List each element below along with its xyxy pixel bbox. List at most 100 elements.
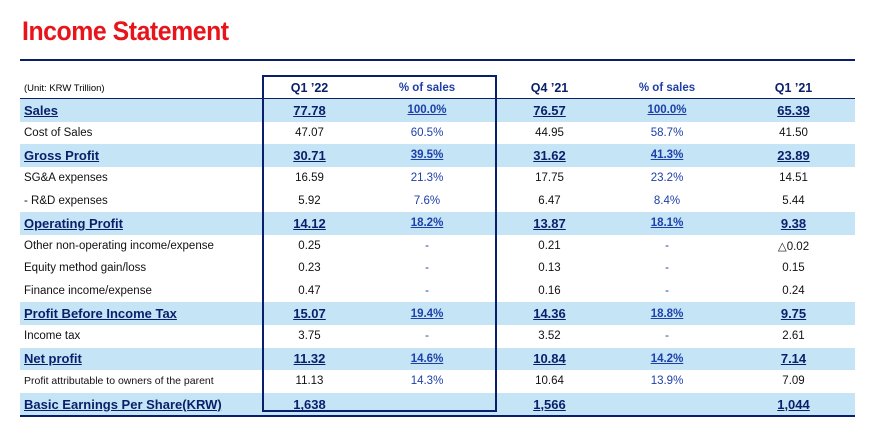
row-value: 3.52 xyxy=(538,330,561,343)
row-value xyxy=(602,392,732,418)
col-header-pct-q1-22: % of sales xyxy=(357,78,497,99)
row-value: 14.36 xyxy=(497,302,602,325)
page-title: Income Statement xyxy=(22,16,229,46)
row-value: 1,566 xyxy=(497,392,602,418)
row-value: - xyxy=(665,239,669,252)
row-value: 3.75 xyxy=(298,330,321,343)
row-value: 100.0% xyxy=(357,98,497,122)
row-label: Equity method gain/loss xyxy=(24,262,147,275)
col-header-q1-21: Q1 ’21 xyxy=(732,78,855,99)
table-row: Basic Earnings Per Share(KRW) 1,638 1,566 1… xyxy=(20,392,855,418)
row-value: - xyxy=(665,330,669,343)
row-value: 30.71 xyxy=(262,144,357,167)
table-row: Net profit 11.32 14.6% 10.84 14.2% 7.14 xyxy=(20,347,855,371)
row-value: 7.14 xyxy=(732,347,855,371)
row-value: 11.32 xyxy=(262,347,357,371)
table-row: - R&D expenses 5.92 7.6% 6.47 8.4% 5.44 xyxy=(20,189,855,212)
row-value: - xyxy=(665,262,669,275)
row-value: 9.75 xyxy=(732,302,855,325)
row-value: 14.3% xyxy=(410,375,444,388)
table-row: Operating Profit 14.12 18.2% 13.87 18.1% 9.38 xyxy=(20,211,855,235)
row-value: 18.8% xyxy=(602,302,732,325)
row-label: Profit attributable to owners of the par… xyxy=(24,375,214,388)
header-row: (Unit: KRW Trillion) Q1 ’22 % of sales Q… xyxy=(20,78,855,99)
row-value: 65.39 xyxy=(732,98,855,122)
row-value: 0.25 xyxy=(298,239,321,252)
row-value: 0.16 xyxy=(538,285,561,298)
table-row: SG&A expenses 16.59 21.3% 17.75 23.2% 14.51 xyxy=(20,167,855,190)
row-value: 41.50 xyxy=(779,126,808,139)
row-value: 11.13 xyxy=(295,375,324,388)
row-value: 44.95 xyxy=(535,126,564,139)
row-value: 10.84 xyxy=(497,347,602,371)
row-value: 19.4% xyxy=(357,302,497,325)
row-value: 2.61 xyxy=(782,330,805,343)
row-value: 5.44 xyxy=(782,194,805,207)
row-value: 60.5% xyxy=(410,126,444,139)
table-row: Profit Before Income Tax 15.07 19.4% 14.36 1… xyxy=(20,302,855,325)
col-header-pct-q4-21: % of sales xyxy=(602,78,732,99)
row-value: △0.02 xyxy=(777,240,810,253)
row-value: 0.15 xyxy=(782,262,805,275)
row-value: 39.5% xyxy=(357,144,497,167)
row-label: Other non-operating income/expense xyxy=(24,239,214,252)
row-value: 7.6% xyxy=(413,194,441,207)
row-value: 0.47 xyxy=(298,285,321,298)
row-label: Finance income/expense xyxy=(24,285,152,298)
table-row: Profit attributable to owners of the par… xyxy=(20,370,855,393)
row-value: 10.64 xyxy=(535,375,564,388)
row-value: 18.2% xyxy=(357,211,497,235)
title-divider xyxy=(20,59,855,61)
row-value: 14.12 xyxy=(262,211,357,235)
row-value: 41.3% xyxy=(602,144,732,167)
table-row: Gross Profit 30.71 39.5% 31.62 41.3% 23.89 xyxy=(20,144,855,167)
table-row: Finance income/expense 0.47 - 0.16 - 0.24 xyxy=(20,280,855,303)
row-label: SG&A expenses xyxy=(24,172,108,185)
row-value: 23.2% xyxy=(650,172,684,185)
row-value: - xyxy=(425,239,429,252)
row-value: 14.2% xyxy=(602,347,732,371)
unit-label: (Unit: KRW Trillion) xyxy=(20,78,262,99)
row-value: 21.3% xyxy=(410,172,444,185)
row-value: 0.23 xyxy=(298,262,321,275)
row-value: - xyxy=(425,285,429,298)
row-value: 58.7% xyxy=(650,126,684,139)
row-value: 5.92 xyxy=(298,194,321,207)
row-value: 76.57 xyxy=(497,98,602,122)
table-row: Cost of Sales 47.07 60.5% 44.95 58.7% 41.50 xyxy=(20,122,855,145)
row-label: Cost of Sales xyxy=(24,126,93,139)
row-value: 0.21 xyxy=(538,239,561,252)
row-value: 7.09 xyxy=(782,375,805,388)
table-row: Income tax 3.75 - 3.52 - 2.61 xyxy=(20,325,855,348)
row-value: 6.47 xyxy=(538,194,561,207)
table-row: Equity method gain/loss 0.23 - 0.13 - 0.15 xyxy=(20,257,855,280)
row-value: 9.38 xyxy=(732,211,855,235)
row-label: Sales xyxy=(20,98,262,122)
col-header-q1-22: Q1 ’22 xyxy=(262,78,357,99)
row-value: 13.9% xyxy=(650,375,684,388)
row-label: - R&D expenses xyxy=(24,194,108,207)
row-value: 8.4% xyxy=(653,194,681,207)
row-value: 77.78 xyxy=(262,98,357,122)
row-value: 17.75 xyxy=(535,172,564,185)
row-value: 23.89 xyxy=(732,144,855,167)
row-label: Profit Before Income Tax xyxy=(20,302,262,325)
row-value: 14.51 xyxy=(779,172,808,185)
row-label: Operating Profit xyxy=(20,211,262,235)
row-label: Gross Profit xyxy=(20,144,262,167)
row-value: 0.24 xyxy=(782,285,805,298)
col-header-q4-21: Q4 ’21 xyxy=(497,78,602,99)
row-value: 18.1% xyxy=(602,211,732,235)
row-value: 1,638 xyxy=(262,392,357,418)
row-value: - xyxy=(425,330,429,343)
row-label: Basic Earnings Per Share(KRW) xyxy=(20,392,262,418)
table-row: Other non-operating income/expense 0.25 - 0… xyxy=(20,235,855,258)
row-value: 31.62 xyxy=(497,144,602,167)
row-value: 100.0% xyxy=(602,98,732,122)
row-value: 14.6% xyxy=(357,347,497,371)
row-value: 0.13 xyxy=(538,262,561,275)
row-label: Net profit xyxy=(20,347,262,371)
row-value xyxy=(357,392,497,418)
table-row: Sales 77.78 100.0% 76.57 100.0% 65.39 xyxy=(20,98,855,122)
row-value: 15.07 xyxy=(262,302,357,325)
